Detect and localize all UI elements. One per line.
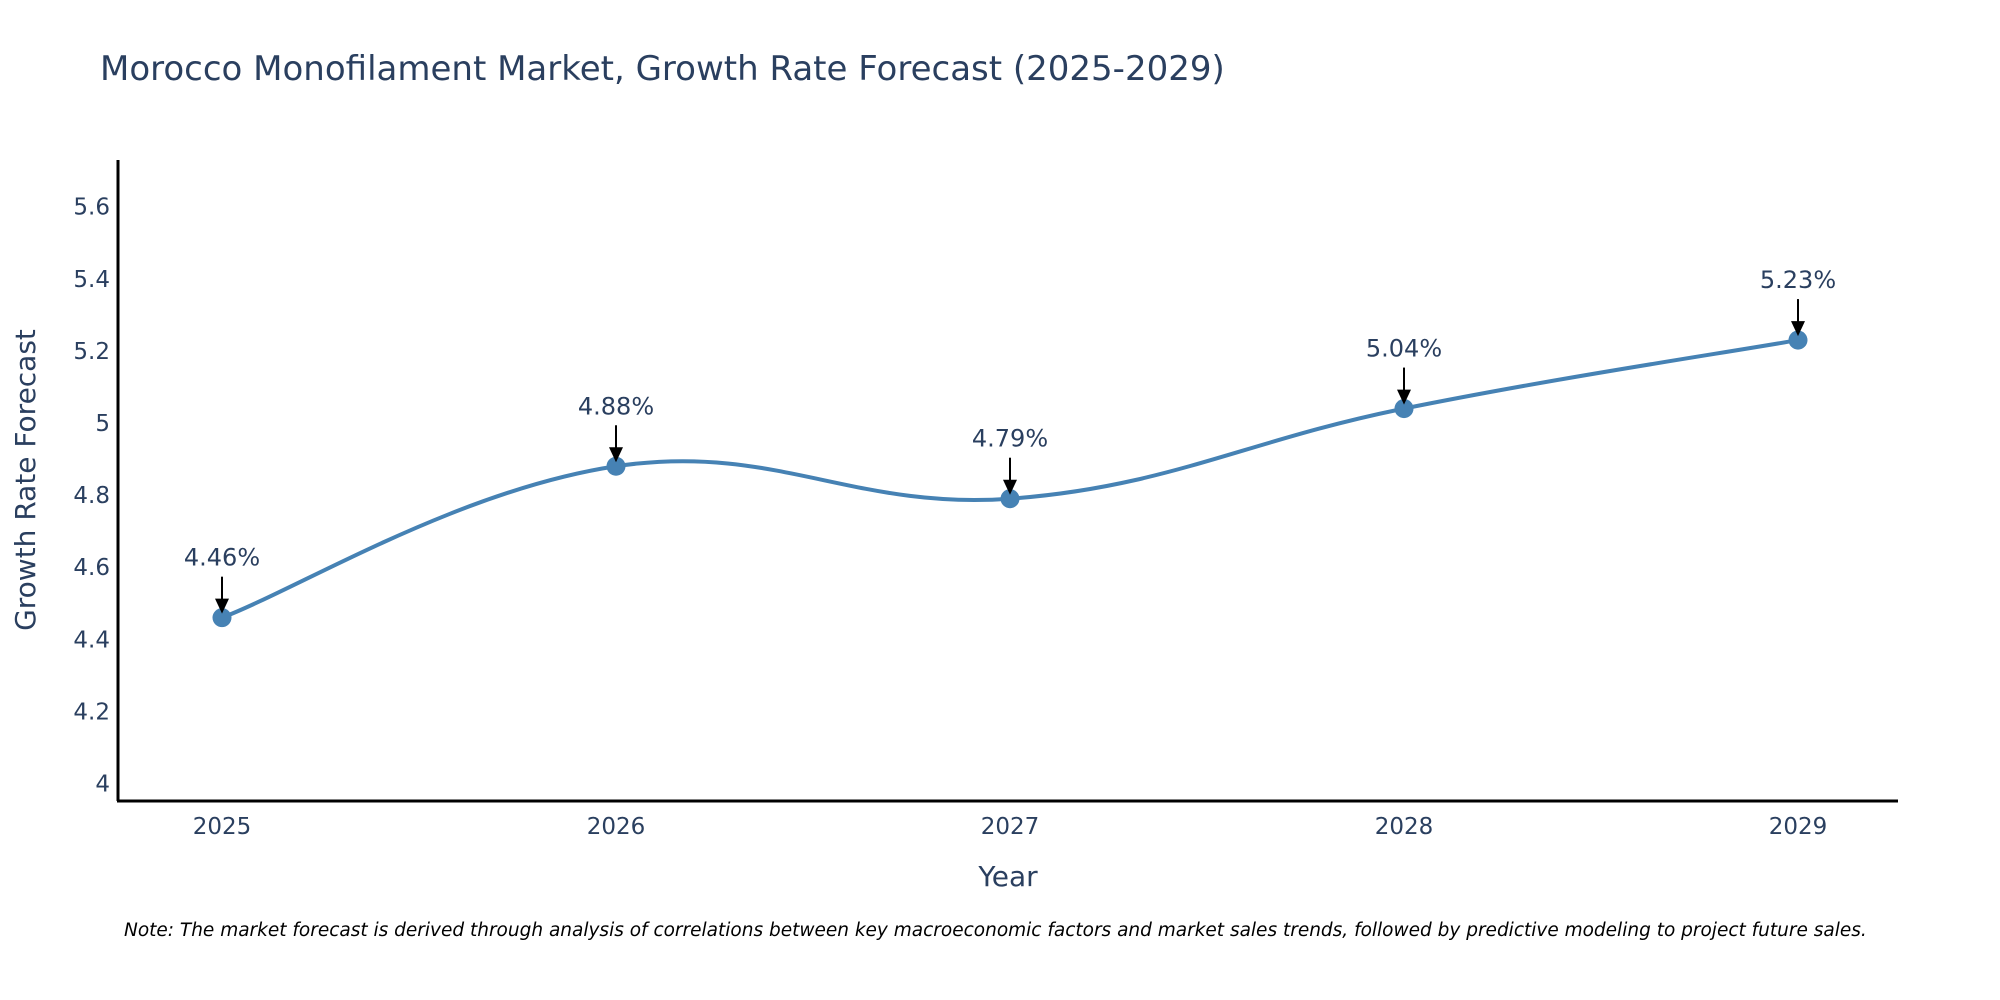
x-axis-title: Year — [977, 860, 1038, 893]
data-point[interactable] — [212, 608, 232, 628]
annotation-arrow-head — [1397, 389, 1411, 405]
annotation-arrow-head — [1791, 321, 1805, 337]
y-tick-label: 4 — [95, 772, 110, 798]
x-ticks: 2025 2026 2027 2028 2029 — [193, 814, 1828, 840]
data-point[interactable] — [1788, 330, 1808, 350]
y-tick-label: 4.4 — [73, 627, 110, 653]
x-tick-label: 2025 — [193, 814, 252, 840]
annotation-arrow-head — [609, 447, 623, 463]
x-tick-label: 2028 — [1375, 814, 1434, 840]
data-label: 5.23% — [1760, 266, 1836, 294]
data-point[interactable] — [1000, 489, 1020, 509]
data-label: 4.88% — [578, 392, 654, 420]
x-tick-label: 2027 — [981, 814, 1040, 840]
data-point[interactable] — [606, 456, 626, 476]
annotation-arrow-head — [1003, 479, 1017, 495]
y-tick-label: 5.6 — [73, 195, 110, 221]
y-tick-label: 4.6 — [73, 555, 110, 581]
data-label: 4.46% — [184, 544, 260, 572]
chart-title: Morocco Monofilament Market, Growth Rate… — [100, 49, 1225, 89]
y-tick-label: 5.2 — [73, 339, 110, 365]
y-tick-label: 4.2 — [73, 699, 110, 725]
x-tick-label: 2026 — [587, 814, 646, 840]
y-ticks: 4 4.2 4.4 4.6 4.8 5 5.2 5.4 5.6 — [73, 195, 110, 798]
footnote: Note: The market forecast is derived thr… — [124, 920, 1867, 941]
plot-area: 4.46% 4.88% 4.79% 5.04% 5.23% — [184, 266, 1836, 628]
annotation-arrow-head — [215, 598, 229, 614]
data-label: 5.04% — [1366, 335, 1442, 363]
x-tick-label: 2029 — [1769, 814, 1828, 840]
data-point[interactable] — [1394, 399, 1414, 419]
y-tick-label: 5 — [95, 411, 110, 437]
y-tick-label: 4.8 — [73, 483, 110, 509]
y-axis-title: Growth Rate Forecast — [9, 329, 42, 631]
data-label: 4.79% — [972, 425, 1048, 453]
y-tick-label: 5.4 — [73, 267, 110, 293]
